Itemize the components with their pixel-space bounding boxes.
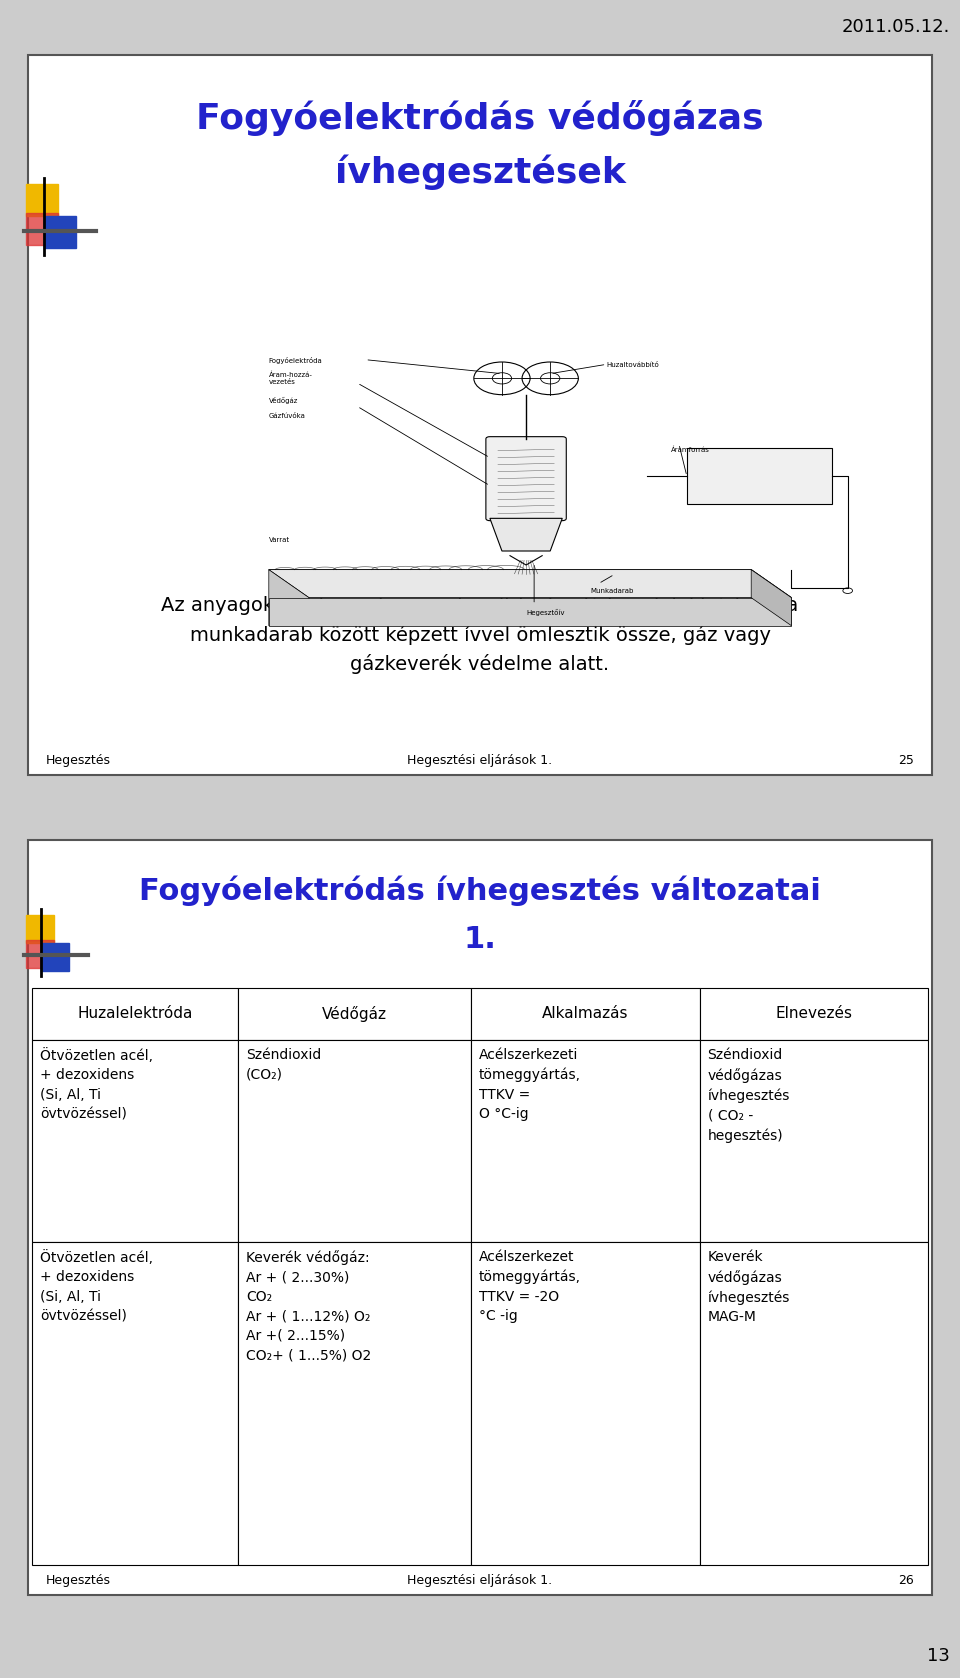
Text: Hegesztési eljárások 1.: Hegesztési eljárások 1. bbox=[407, 1574, 553, 1587]
Bar bbox=[41, 943, 69, 972]
Polygon shape bbox=[752, 569, 791, 626]
Text: 25: 25 bbox=[899, 753, 914, 767]
Bar bbox=[471, 1040, 700, 1242]
Bar bbox=[238, 1242, 471, 1566]
Bar bbox=[700, 1040, 928, 1242]
Bar bbox=[32, 1040, 238, 1242]
Bar bbox=[32, 988, 238, 1040]
Bar bbox=[238, 988, 471, 1040]
Text: ívhegesztések: ívhegesztések bbox=[335, 154, 625, 191]
Text: Ötvözetlen acél,
+ dezoxidens
(Si, Al, Ti
övtvözéssel): Ötvözetlen acél, + dezoxidens (Si, Al, T… bbox=[40, 1049, 153, 1121]
Text: Munkadarab: Munkadarab bbox=[590, 589, 634, 594]
Text: Ötvözetlen acél,
+ dezoxidens
(Si, Al, Ti
övtvözéssel): Ötvözetlen acél, + dezoxidens (Si, Al, T… bbox=[40, 1250, 153, 1324]
Text: Fogyóelektródás védőgázas: Fogyóelektródás védőgázas bbox=[196, 101, 764, 136]
Polygon shape bbox=[269, 597, 791, 626]
Text: Áramforrás: Áramforrás bbox=[671, 446, 709, 453]
Text: Gázfúvóka: Gázfúvóka bbox=[269, 413, 305, 420]
Text: Huzalelektróda: Huzalelektróda bbox=[78, 1007, 193, 1022]
Text: Széndioxid
védőgázas
ívhegesztés
( CO₂ -
hegesztés): Széndioxid védőgázas ívhegesztés ( CO₂ -… bbox=[708, 1049, 790, 1143]
Text: Huzaltovábbító: Huzaltovábbító bbox=[607, 362, 660, 367]
Text: Az anyagokat folyamatosan adagolt leolvadó huzalelektróda és a
munkadarab között: Az anyagokat folyamatosan adagolt leolva… bbox=[161, 596, 799, 675]
Text: 1.: 1. bbox=[464, 925, 496, 955]
Bar bbox=[26, 940, 54, 968]
Bar bbox=[28, 55, 932, 775]
Text: Alkalmazás: Alkalmazás bbox=[542, 1007, 629, 1022]
Text: Védőgáz: Védőgáz bbox=[322, 1007, 387, 1022]
Text: 13: 13 bbox=[927, 1648, 950, 1665]
Text: 26: 26 bbox=[899, 1574, 914, 1587]
Text: 2011.05.12.: 2011.05.12. bbox=[842, 18, 950, 35]
Text: Varrat: Varrat bbox=[269, 537, 290, 544]
Bar bbox=[26, 185, 58, 216]
Text: Keverék
védőgázas
ívhegesztés
MAG-M: Keverék védőgázas ívhegesztés MAG-M bbox=[708, 1250, 790, 1324]
Text: Védőgáz: Védőgáz bbox=[269, 398, 299, 404]
Polygon shape bbox=[490, 519, 563, 550]
Text: Keverék védőgáz:
Ar + ( 2...30%)
CO₂
Ar + ( 1...12%) O₂
Ar +( 2...15%)
CO₂+ ( 1.: Keverék védőgáz: Ar + ( 2...30%) CO₂ Ar … bbox=[246, 1250, 372, 1363]
Bar bbox=[26, 213, 58, 245]
Text: Széndioxid
(CO₂): Széndioxid (CO₂) bbox=[246, 1049, 322, 1081]
Bar bbox=[43, 216, 76, 248]
Bar bbox=[471, 1242, 700, 1566]
Text: Hegesztés: Hegesztés bbox=[46, 753, 111, 767]
Bar bbox=[32, 1242, 238, 1566]
Text: Hegesztőív: Hegesztőív bbox=[526, 609, 564, 616]
Text: Hegesztési eljárások 1.: Hegesztési eljárások 1. bbox=[407, 753, 553, 767]
Bar bbox=[238, 1040, 471, 1242]
Polygon shape bbox=[269, 569, 309, 626]
Text: Acélszerkezeti
tömeggyártás,
TTKV =
O °C-ig: Acélszerkezeti tömeggyártás, TTKV = O °C… bbox=[479, 1049, 581, 1121]
Bar bbox=[26, 915, 54, 943]
Bar bbox=[687, 448, 831, 505]
Text: Hegesztés: Hegesztés bbox=[46, 1574, 111, 1587]
Bar bbox=[28, 841, 932, 1596]
Bar bbox=[700, 1242, 928, 1566]
FancyBboxPatch shape bbox=[486, 436, 566, 520]
Text: Elnevezés: Elnevezés bbox=[776, 1007, 852, 1022]
Bar bbox=[700, 988, 928, 1040]
Bar bbox=[471, 988, 700, 1040]
Polygon shape bbox=[269, 569, 791, 597]
Text: Acélszerkezet
tömeggyártás,
TTKV = -2O
°C -ig: Acélszerkezet tömeggyártás, TTKV = -2O °… bbox=[479, 1250, 581, 1324]
Text: Áram-hozzá-
vezetés: Áram-hozzá- vezetés bbox=[269, 371, 313, 384]
Polygon shape bbox=[269, 569, 791, 597]
Text: Fogyóelektródás ívhegesztés változatai: Fogyóelektródás ívhegesztés változatai bbox=[139, 874, 821, 906]
Text: Fogyóelektróda: Fogyóelektróda bbox=[269, 357, 323, 364]
